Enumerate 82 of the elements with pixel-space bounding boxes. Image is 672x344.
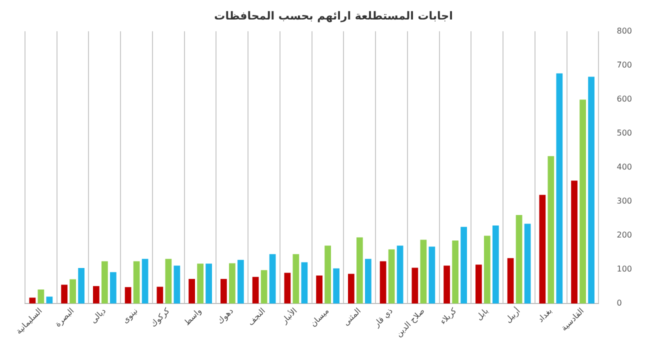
y-tick-label: 100 [616,264,632,274]
bar [220,278,227,304]
bar [269,254,276,304]
bar [484,236,490,304]
x-tick-label: كركوك [148,306,172,329]
bar [102,261,108,304]
bar [142,258,148,304]
y-tick-label: 600 [616,94,632,104]
bar [516,214,522,304]
x-tick-label: نينوى [120,306,140,326]
bar [29,298,36,304]
bar [237,260,244,304]
bar [507,258,514,304]
x-tick-label: كربلاء [438,306,458,326]
bar [188,278,195,304]
bar [284,272,291,304]
y-tick-label: 0 [616,298,622,308]
y-tick-label: 700 [616,60,632,70]
bar [301,262,308,304]
chart-title: اجابات المستطلعة ارائهم بحسب المحافظات [214,9,453,22]
bar [93,286,100,304]
bar [174,266,180,304]
bar [571,180,578,304]
bar [380,261,386,304]
bar [156,286,164,304]
bar [165,258,172,304]
bar [228,263,236,304]
bar [70,279,76,304]
x-tick-label: الأنبار [278,306,299,326]
bar [38,289,44,304]
bar [588,76,594,304]
x-tick-label: صلاح الدين [394,306,426,338]
bar [524,224,531,304]
x-tick-label: القادسية [559,306,586,333]
bar [124,287,132,304]
x-tick-label: البصرة [53,306,76,329]
bar [252,276,259,304]
bar [46,296,53,304]
x-tick-label: النجف [246,306,267,328]
bar [548,156,554,304]
bar [356,237,363,304]
bar [580,100,586,304]
x-tick-label: واسط [182,306,204,328]
x-tick-label: ذي قار [371,306,395,330]
bar [364,258,372,304]
bar [444,266,450,304]
bar [110,272,116,304]
x-tick-label: ميسان [308,306,331,328]
y-tick-label: 500 [616,128,632,138]
bar [206,264,212,304]
bar [475,264,482,304]
bar [348,274,354,304]
bar [333,268,340,304]
x-tick-label: دهوك [216,306,236,326]
bar [260,270,268,304]
x-tick-label: ديالى [88,306,108,325]
x-tick-label: المثنى [342,306,363,328]
bar [78,268,84,304]
bar [292,254,300,304]
bar [388,249,395,304]
bar [492,226,499,304]
bar [61,284,68,304]
y-tick-label: 800 [616,26,632,36]
bar [133,261,140,304]
bar [197,264,204,304]
bar [452,240,458,304]
x-tick-label: بغداد [536,306,554,324]
bar [316,276,322,304]
bar [556,73,563,304]
bar [324,246,331,304]
x-tick-label: السليمانية [14,306,44,336]
bar [396,246,404,304]
y-tick-label: 200 [616,230,632,240]
x-tick-label: أربيل [502,306,522,325]
y-tick-label: 400 [616,162,632,172]
bar [539,194,546,304]
bar [420,240,427,304]
bar [428,246,436,304]
bar [412,268,418,304]
bar [460,226,467,304]
y-tick-label: 300 [616,196,632,206]
x-tick-label: بابل [474,306,490,322]
